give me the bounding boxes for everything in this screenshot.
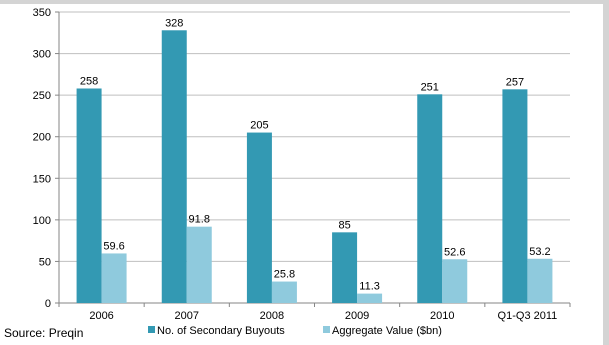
bar-aggregate-value — [442, 259, 468, 303]
y-tick-label: 50 — [39, 256, 51, 268]
bar-buyouts — [502, 89, 528, 303]
data-label-buyouts: 85 — [338, 219, 350, 231]
source-note: Source: Preqin — [4, 326, 84, 340]
legend-swatch-aggregate-value — [323, 326, 330, 333]
y-tick-label: 150 — [33, 173, 51, 185]
x-axis-ticks: 2006 2007 2008 2009 2010 Q1-Q3 2011 — [58, 303, 571, 322]
legend: No. of Secondary Buyouts Aggregate Value … — [148, 325, 442, 337]
data-label-aggregate-value: 91.8 — [189, 214, 210, 226]
y-tick-label: 0 — [45, 298, 51, 310]
bar-aggregate-value — [527, 258, 553, 303]
bar-buyouts — [161, 30, 187, 303]
y-tick-label: 350 — [33, 7, 51, 19]
x-tick-label: 2007 — [175, 310, 199, 322]
bars: 258 59.6 328 91.8 205 25.8 85 11.3 251 52.6 257 53.… — [76, 17, 553, 304]
bar-aggregate-value — [357, 293, 383, 303]
bar-aggregate-value — [186, 226, 212, 303]
chart-panel: 0 50 100 150 200 250 300 350 258 59.6 328 91.8 205 2… — [0, 4, 603, 345]
y-tick-label: 100 — [33, 215, 51, 227]
x-tick-label: 2006 — [89, 310, 113, 322]
bar-aggregate-value — [271, 281, 297, 303]
axes — [58, 12, 570, 304]
data-label-aggregate-value: 53.2 — [529, 246, 550, 258]
bar-buyouts — [332, 232, 358, 303]
bar-aggregate-value — [101, 253, 127, 303]
data-label-aggregate-value: 52.6 — [444, 246, 465, 258]
data-label-aggregate-value: 59.6 — [103, 240, 124, 252]
bar-buyouts — [76, 88, 102, 304]
bar-buyouts — [417, 94, 443, 303]
data-label-buyouts: 205 — [250, 120, 268, 132]
y-tick-label: 300 — [33, 49, 51, 61]
x-tick-label: 2009 — [345, 310, 369, 322]
y-axis-ticks: 0 50 100 150 200 250 300 350 — [33, 7, 59, 310]
data-label-buyouts: 328 — [165, 17, 183, 29]
gridlines — [59, 11, 570, 262]
legend-label-aggregate-value: Aggregate Value ($bn) — [332, 325, 442, 337]
x-tick-label: Q1-Q3 2011 — [498, 310, 558, 322]
x-tick-label: 2008 — [260, 310, 284, 322]
bar-buyouts — [246, 132, 272, 303]
data-label-buyouts: 251 — [421, 81, 439, 93]
y-tick-label: 250 — [33, 90, 51, 102]
x-tick-label: 2010 — [430, 310, 454, 322]
data-label-buyouts: 258 — [80, 75, 98, 87]
data-label-buyouts: 257 — [506, 76, 524, 88]
data-label-aggregate-value: 11.3 — [359, 281, 380, 293]
data-label-aggregate-value: 25.8 — [274, 269, 295, 281]
legend-label-buyouts: No. of Secondary Buyouts — [157, 325, 285, 337]
y-tick-label: 200 — [33, 132, 51, 144]
legend-swatch-buyouts — [148, 326, 155, 333]
